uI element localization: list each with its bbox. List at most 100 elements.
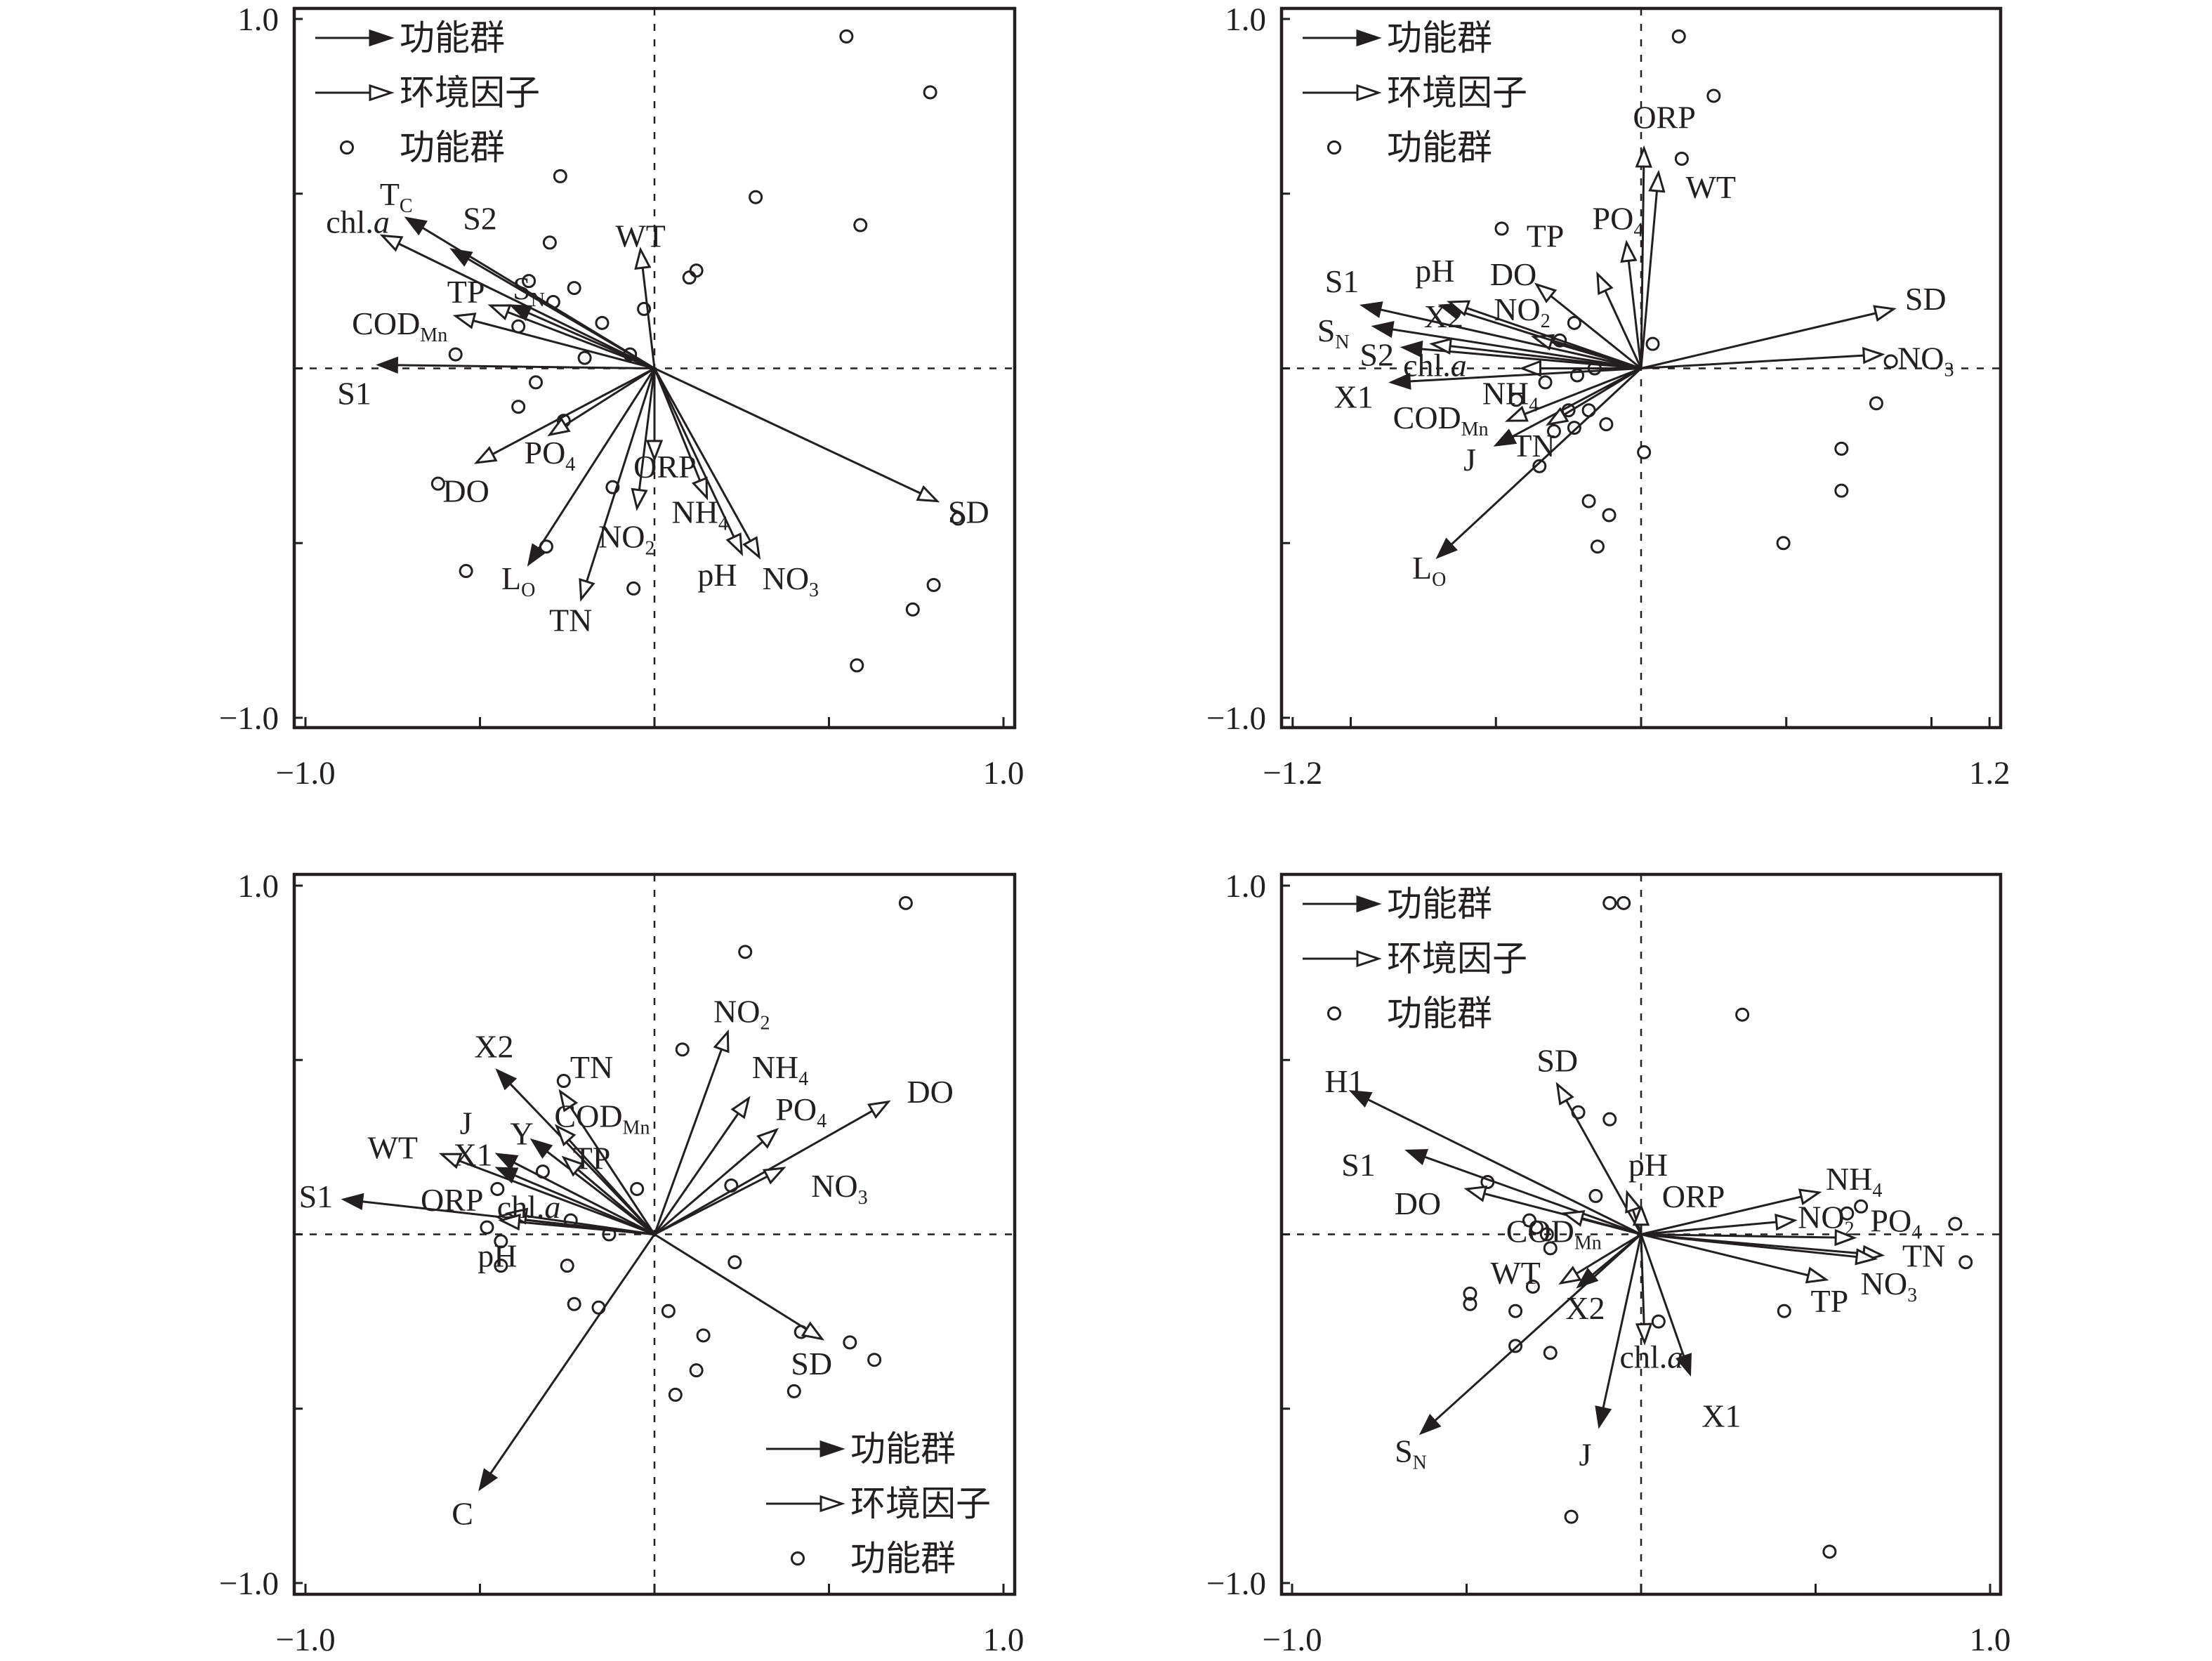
arrowhead-open (1798, 1188, 1822, 1206)
site-point (605, 480, 620, 494)
arrow-label: PO4 (1870, 1203, 1921, 1244)
site-point (595, 315, 610, 330)
arrow-label: X1 (453, 1136, 492, 1172)
arrow-label: PO4 (524, 435, 575, 475)
legend-label: 功能群 (400, 128, 505, 167)
arrow-label: TP (573, 1140, 611, 1176)
site-point (1543, 1241, 1558, 1256)
arrow-label: S1 (299, 1179, 334, 1214)
site-point (1581, 494, 1596, 508)
arrowhead-open (487, 304, 512, 321)
site-point (1840, 1206, 1855, 1221)
arrow-no3: NO3 (653, 367, 819, 601)
arrow-label: ORP (1633, 99, 1695, 135)
site-point (905, 602, 920, 617)
arrow-label: SN (1317, 313, 1350, 353)
arrow-shaft (653, 1049, 723, 1235)
y-tick-label-max: 1.0 (1225, 1, 1266, 38)
x-tick-label-max: 1.0 (1970, 1622, 2011, 1658)
arrow-shaft (1434, 1233, 1642, 1422)
arrowhead-open (555, 1124, 577, 1147)
x-tick-label-min: −1.0 (1262, 1622, 1322, 1658)
arrow-ph: pH (653, 367, 744, 593)
site-point (1948, 1216, 1963, 1231)
arrow-label: NH4 (1482, 375, 1539, 416)
arrow-label: DO (1395, 1186, 1441, 1221)
arrow-shaft (1640, 166, 1645, 369)
site-point (1645, 336, 1660, 351)
arrow-tn: TN (558, 1049, 656, 1235)
arrowhead-filled (494, 1153, 519, 1171)
site-point (1602, 508, 1617, 523)
arrow-codmn: CODMn (352, 306, 655, 369)
site-point (1525, 1279, 1540, 1294)
arrowhead-open (1862, 347, 1885, 365)
arrowhead-open (1463, 1186, 1488, 1202)
arrow-shaft (1421, 348, 1642, 369)
arrow-no2: NO2 (598, 368, 656, 559)
arrow-label: PO4 (1593, 201, 1644, 242)
arrow-label: TP (447, 274, 485, 310)
arrow-label: LO (501, 560, 535, 601)
site-point (1651, 1314, 1666, 1329)
arrow-s1: S1 (1341, 1147, 1642, 1235)
legend-label: 环境因子 (1387, 939, 1527, 978)
site-point (1776, 536, 1791, 551)
site-point (567, 1296, 581, 1311)
site-point (1617, 895, 1631, 910)
arrow-sd: SD (654, 1233, 832, 1381)
arrowhead-open (1632, 1203, 1650, 1226)
arrowhead-open (547, 417, 571, 437)
arrow-label: NO2 (1798, 1200, 1854, 1240)
arrow-shaft (1576, 1233, 1642, 1275)
arrow-no2: NO2 (653, 994, 770, 1235)
site-point (494, 1259, 508, 1273)
site-point (661, 1304, 676, 1318)
arrow-shaft (1604, 290, 1642, 369)
arrow-label: DO (442, 473, 489, 509)
arrow-codmn: CODMn (1506, 1210, 1642, 1254)
arrowhead-filled (1359, 301, 1383, 318)
site-point (522, 274, 536, 289)
site-point (749, 190, 763, 204)
arrow-tn: TN (1512, 367, 1642, 464)
arrowhead-open (1447, 300, 1471, 317)
site-point (494, 1234, 508, 1249)
arrow-label: pH (478, 1237, 517, 1273)
site-point (689, 1363, 704, 1378)
arrowhead-filled (1418, 1414, 1442, 1436)
arrow-shaft (654, 1175, 768, 1235)
arrow-label: CODMn (554, 1098, 650, 1139)
arrowhead-filled (376, 356, 399, 374)
arrowhead-open (867, 1100, 891, 1119)
arrow-shaft (1563, 367, 1642, 416)
arrow-codmn: CODMn (554, 1098, 656, 1235)
arrow-label: NO2 (598, 518, 654, 559)
arrow-label: pH (1628, 1147, 1668, 1183)
site-point (1508, 1304, 1523, 1318)
arrow-label: X1 (1701, 1398, 1741, 1434)
legend-circle-icon (791, 1551, 805, 1565)
site-point (951, 511, 966, 526)
arrow-label: CODMn (1393, 400, 1489, 440)
arrow-h1: H1 (1324, 1063, 1642, 1235)
site-point (553, 169, 567, 183)
arrow-shaft (513, 1161, 655, 1235)
arrow-j: J (1463, 367, 1642, 478)
arrow-wt: WT (1490, 1233, 1642, 1291)
arrowhead-filled (404, 216, 428, 236)
site-point (1532, 459, 1547, 473)
arrow-do: DO (654, 1074, 954, 1235)
legend-open-arrow-icon (1356, 950, 1382, 968)
arrow-label: H1 (1324, 1063, 1364, 1099)
arrowhead-open (1625, 1189, 1642, 1214)
arrow-shaft (568, 1138, 656, 1235)
arrowhead-open (725, 532, 744, 556)
arrow-label: ORP (421, 1182, 483, 1218)
arrow-label: S2 (463, 201, 497, 237)
arrow-label: DO (1490, 256, 1536, 292)
site-point (1543, 1346, 1558, 1360)
arrow-s1: S1 (1325, 263, 1642, 369)
arrowhead-open (742, 536, 761, 560)
site-point (1463, 1286, 1477, 1301)
